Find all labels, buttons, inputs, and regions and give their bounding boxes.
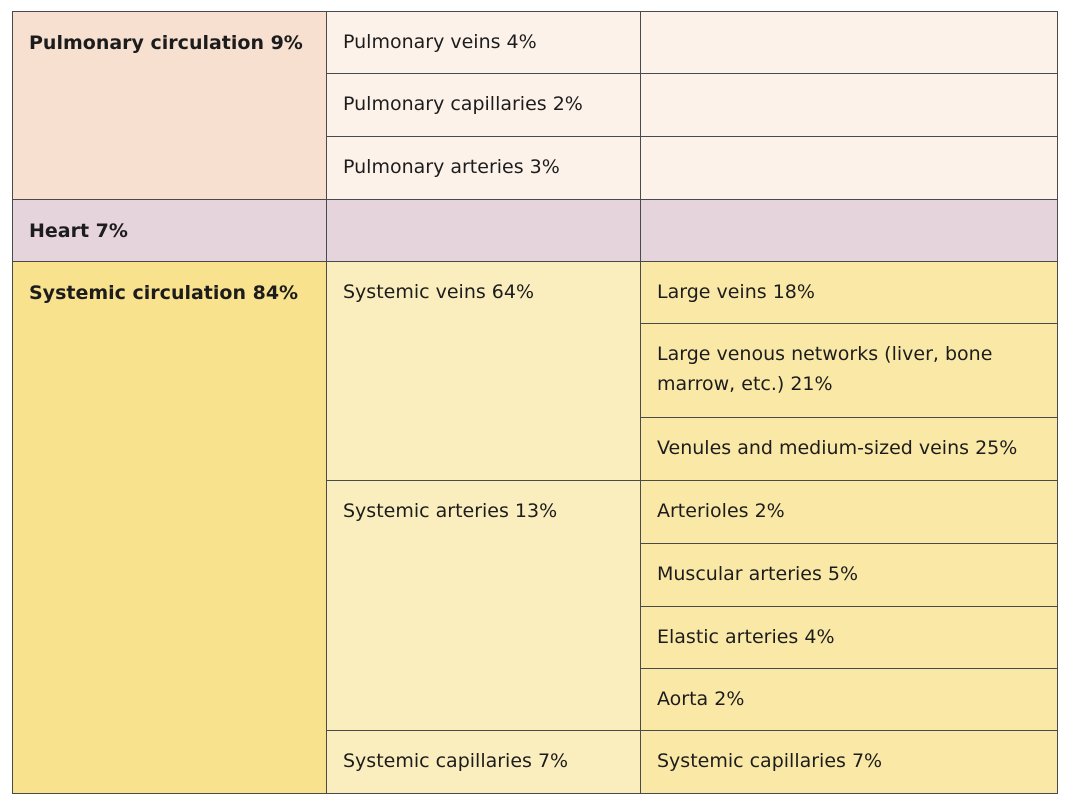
table-row: Systemic arteries 13% Arterioles 2% (13, 479, 1058, 731)
heart-detail-cell (640, 199, 1058, 263)
table-row: Systemic capillaries 7% Systemic capilla… (13, 729, 1058, 795)
venules-cell: Venules and medium-sized veins 25% (640, 416, 1058, 481)
table-row: Pulmonary capillaries 2% (13, 73, 1058, 138)
pulmonary-veins-detail-cell (640, 10, 1058, 75)
heart-cell: Heart 7% (12, 199, 327, 263)
aorta-cell: Aorta 2% (640, 667, 1058, 731)
pulmonary-capillaries-detail-cell (640, 73, 1058, 138)
muscular-arteries-cell: Muscular arteries 5% (640, 542, 1058, 607)
table-row: Pulmonary arteries 3% (13, 136, 1058, 201)
pulmonary-veins-cell: Pulmonary veins 4% (326, 10, 641, 75)
blood-distribution-table-container: Pulmonary circulation 9% Pulmonary veins… (12, 10, 1058, 795)
table-row: Pulmonary circulation 9% Pulmonary veins… (12, 10, 1058, 201)
table-row: Systemic circulation 84% Systemic veins … (12, 261, 1058, 794)
large-venous-networks-cell: Large venous networks (liver, bone marro… (640, 323, 1058, 418)
systemic-capillaries-detail-cell: Systemic capillaries 7% (640, 729, 1058, 795)
table-row: Aorta 2% (13, 667, 1058, 731)
table-row: Muscular arteries 5% (13, 542, 1058, 607)
pulmonary-arteries-detail-cell (640, 136, 1058, 201)
elastic-arteries-cell: Elastic arteries 4% (640, 605, 1058, 669)
table-row: Venules and medium-sized veins 25% (13, 416, 1058, 481)
table-row: Heart 7% (12, 199, 1058, 263)
systemic-circulation-cell: Systemic circulation 84% (12, 261, 327, 794)
pulmonary-circulation-cell: Pulmonary circulation 9% (12, 10, 327, 201)
systemic-veins-cell: Systemic veins 64% (326, 261, 641, 481)
heart-sub-cell (326, 199, 641, 263)
systemic-capillaries-cell: Systemic capillaries 7% (326, 729, 641, 795)
table-row: Elastic arteries 4% (13, 605, 1058, 669)
systemic-arteries-cell: Systemic arteries 13% (326, 479, 641, 731)
arterioles-cell: Arterioles 2% (640, 479, 1058, 544)
blood-distribution-table: Pulmonary circulation 9% Pulmonary veins… (12, 10, 1058, 795)
pulmonary-capillaries-cell: Pulmonary capillaries 2% (326, 73, 641, 138)
table-row: Large venous networks (liver, bone marro… (13, 323, 1058, 418)
large-veins-cell: Large veins 18% (640, 261, 1058, 325)
pulmonary-arteries-cell: Pulmonary arteries 3% (326, 136, 641, 201)
